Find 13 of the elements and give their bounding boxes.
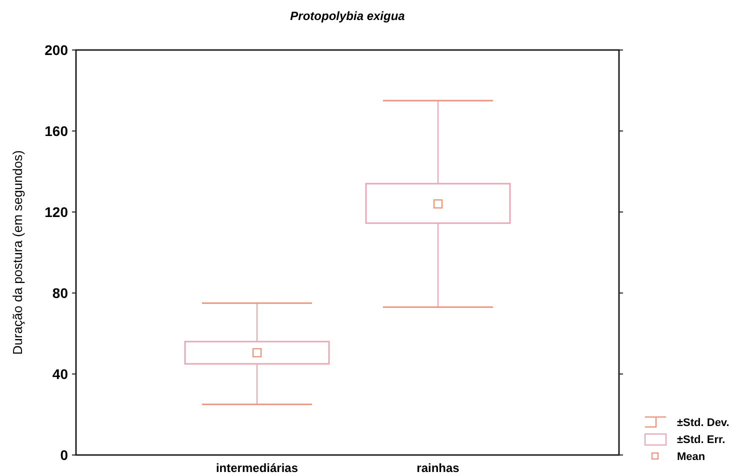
y-tick-label: 80 bbox=[52, 285, 68, 301]
text: Mean bbox=[677, 451, 706, 463]
y-tick-label: 120 bbox=[44, 204, 68, 220]
chart-title: Protopolybia exigua bbox=[290, 9, 406, 23]
y-tick-label: 40 bbox=[52, 366, 68, 382]
text: ±Std. Err. bbox=[677, 434, 726, 446]
y-tick-label: 200 bbox=[44, 42, 68, 58]
y-tick-label: 160 bbox=[44, 123, 68, 139]
x-tick-label: rainhas bbox=[416, 461, 460, 475]
y-axis-title: Duração da postura (em segundos) bbox=[10, 150, 25, 355]
x-tick-label: intermediárias bbox=[216, 461, 298, 475]
y-tick-label: 0 bbox=[60, 447, 68, 463]
text: ±Std. Dev. bbox=[677, 417, 730, 429]
